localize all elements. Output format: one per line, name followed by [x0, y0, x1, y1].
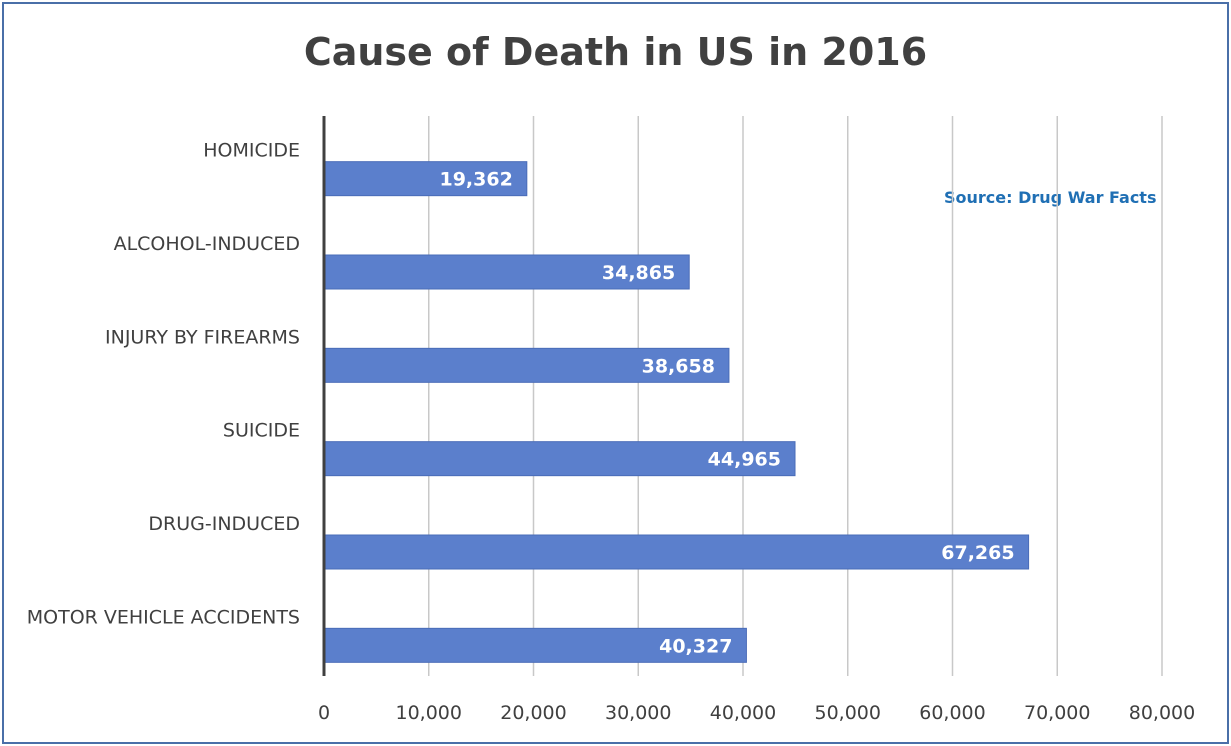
- bars: 19,362 34,865 38,658 44,965 67,265 40,327: [323, 161, 1030, 663]
- x-tick-label: 50,000: [815, 702, 881, 724]
- category-label: ALCOHOL-INDUCED: [114, 233, 300, 255]
- bar: [323, 627, 747, 663]
- x-tick-label: 30,000: [605, 702, 671, 724]
- x-tick-label: 70,000: [1024, 702, 1090, 724]
- data-label: 34,865: [602, 262, 675, 284]
- category-label: SUICIDE: [223, 420, 300, 442]
- source-annotation: Source: Drug War Facts: [944, 188, 1157, 207]
- chart-title: Cause of Death in US in 2016: [303, 30, 928, 74]
- category-label: DRUG-INDUCED: [148, 513, 300, 535]
- data-label: 19,362: [439, 169, 512, 191]
- x-tick-label: 80,000: [1129, 702, 1195, 724]
- category-labels: HOMICIDE ALCOHOL-INDUCED INJURY BY FIREARM…: [27, 140, 300, 629]
- data-label: 40,327: [659, 635, 732, 657]
- x-tick-labels: 0 10,000 20,000 30,000 40,000 50,000 60,000 70,…: [318, 702, 1195, 724]
- x-tick-label: 10,000: [396, 702, 462, 724]
- x-tick-label: 0: [318, 702, 330, 724]
- category-label: HOMICIDE: [203, 140, 300, 162]
- bar: [323, 534, 1030, 570]
- data-label: 38,658: [642, 355, 715, 377]
- x-tick-label: 40,000: [710, 702, 776, 724]
- x-tick-label: 20,000: [500, 702, 566, 724]
- x-tick-label: 60,000: [919, 702, 985, 724]
- category-label: MOTOR VEHICLE ACCIDENTS: [27, 606, 300, 628]
- category-label: INJURY BY FIREARMS: [105, 326, 300, 348]
- data-label: 67,265: [941, 542, 1014, 564]
- data-label: 44,965: [708, 449, 781, 471]
- gridlines: [428, 116, 1163, 676]
- bar: [323, 441, 796, 477]
